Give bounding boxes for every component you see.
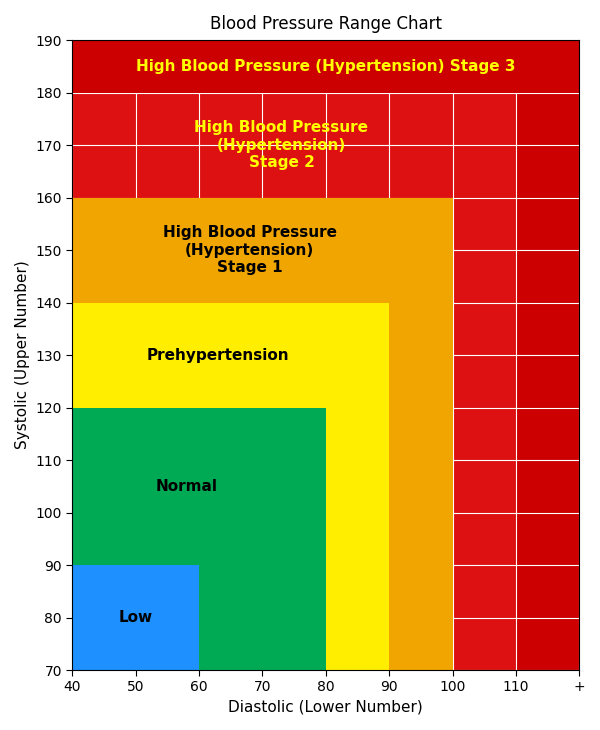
Text: Prehypertension: Prehypertension xyxy=(147,347,289,363)
Text: High Blood Pressure (Hypertension) Stage 3: High Blood Pressure (Hypertension) Stage… xyxy=(136,59,515,74)
Bar xyxy=(73,565,199,670)
Bar xyxy=(73,407,326,670)
Text: Normal: Normal xyxy=(155,479,217,493)
Title: Blood Pressure Range Chart: Blood Pressure Range Chart xyxy=(210,15,442,33)
Bar xyxy=(73,93,516,670)
Bar xyxy=(73,198,452,670)
Bar xyxy=(73,302,389,670)
Text: Low: Low xyxy=(119,610,153,625)
Text: High Blood Pressure
(Hypertension)
Stage 1: High Blood Pressure (Hypertension) Stage… xyxy=(163,225,337,275)
Text: High Blood Pressure
(Hypertension)
Stage 2: High Blood Pressure (Hypertension) Stage… xyxy=(194,120,368,170)
Y-axis label: Systolic (Upper Number): Systolic (Upper Number) xyxy=(15,261,30,450)
X-axis label: Diastolic (Lower Number): Diastolic (Lower Number) xyxy=(229,700,423,715)
Bar xyxy=(73,40,579,93)
